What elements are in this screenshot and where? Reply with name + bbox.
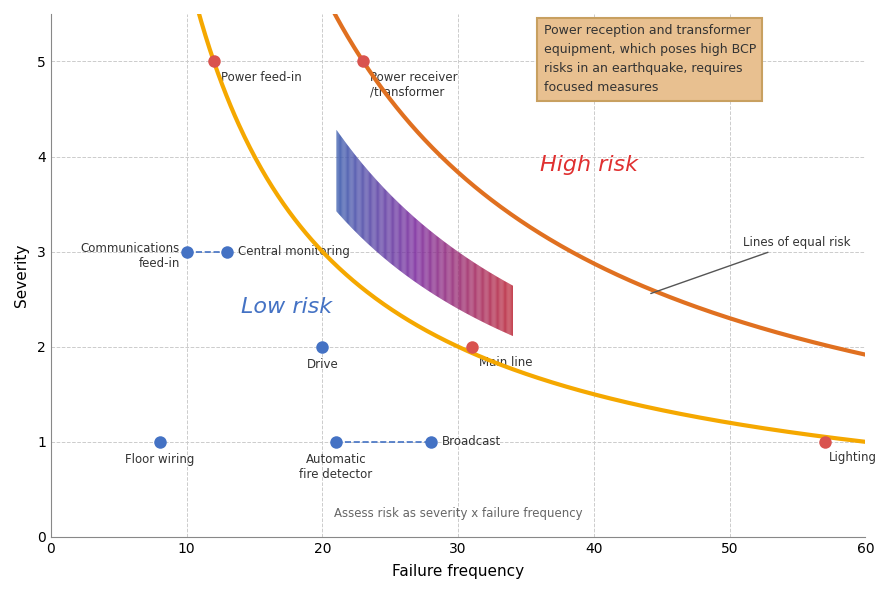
Text: Automatic
fire detector: Automatic fire detector <box>299 453 373 482</box>
Text: Power receiver
/transformer: Power receiver /transformer <box>370 71 458 99</box>
Text: Lines of equal risk: Lines of equal risk <box>650 235 850 294</box>
Y-axis label: Severity: Severity <box>14 244 29 307</box>
Text: Low risk: Low risk <box>241 298 332 317</box>
Text: Power feed-in: Power feed-in <box>220 71 301 84</box>
X-axis label: Failure frequency: Failure frequency <box>392 564 524 579</box>
Text: Lighting: Lighting <box>829 451 876 464</box>
Text: Drive: Drive <box>306 358 339 371</box>
Text: Floor wiring: Floor wiring <box>125 453 194 466</box>
Text: High risk: High risk <box>539 155 638 175</box>
Text: Main line: Main line <box>478 356 532 369</box>
Text: Central monitoring: Central monitoring <box>238 245 350 258</box>
Text: Assess risk as severity x failure frequency: Assess risk as severity x failure freque… <box>334 507 582 520</box>
Text: Power reception and transformer
equipment, which poses high BCP
risks in an eart: Power reception and transformer equipmen… <box>544 24 756 94</box>
Text: Communications
feed-in: Communications feed-in <box>81 242 180 270</box>
Text: Broadcast: Broadcast <box>442 435 501 448</box>
